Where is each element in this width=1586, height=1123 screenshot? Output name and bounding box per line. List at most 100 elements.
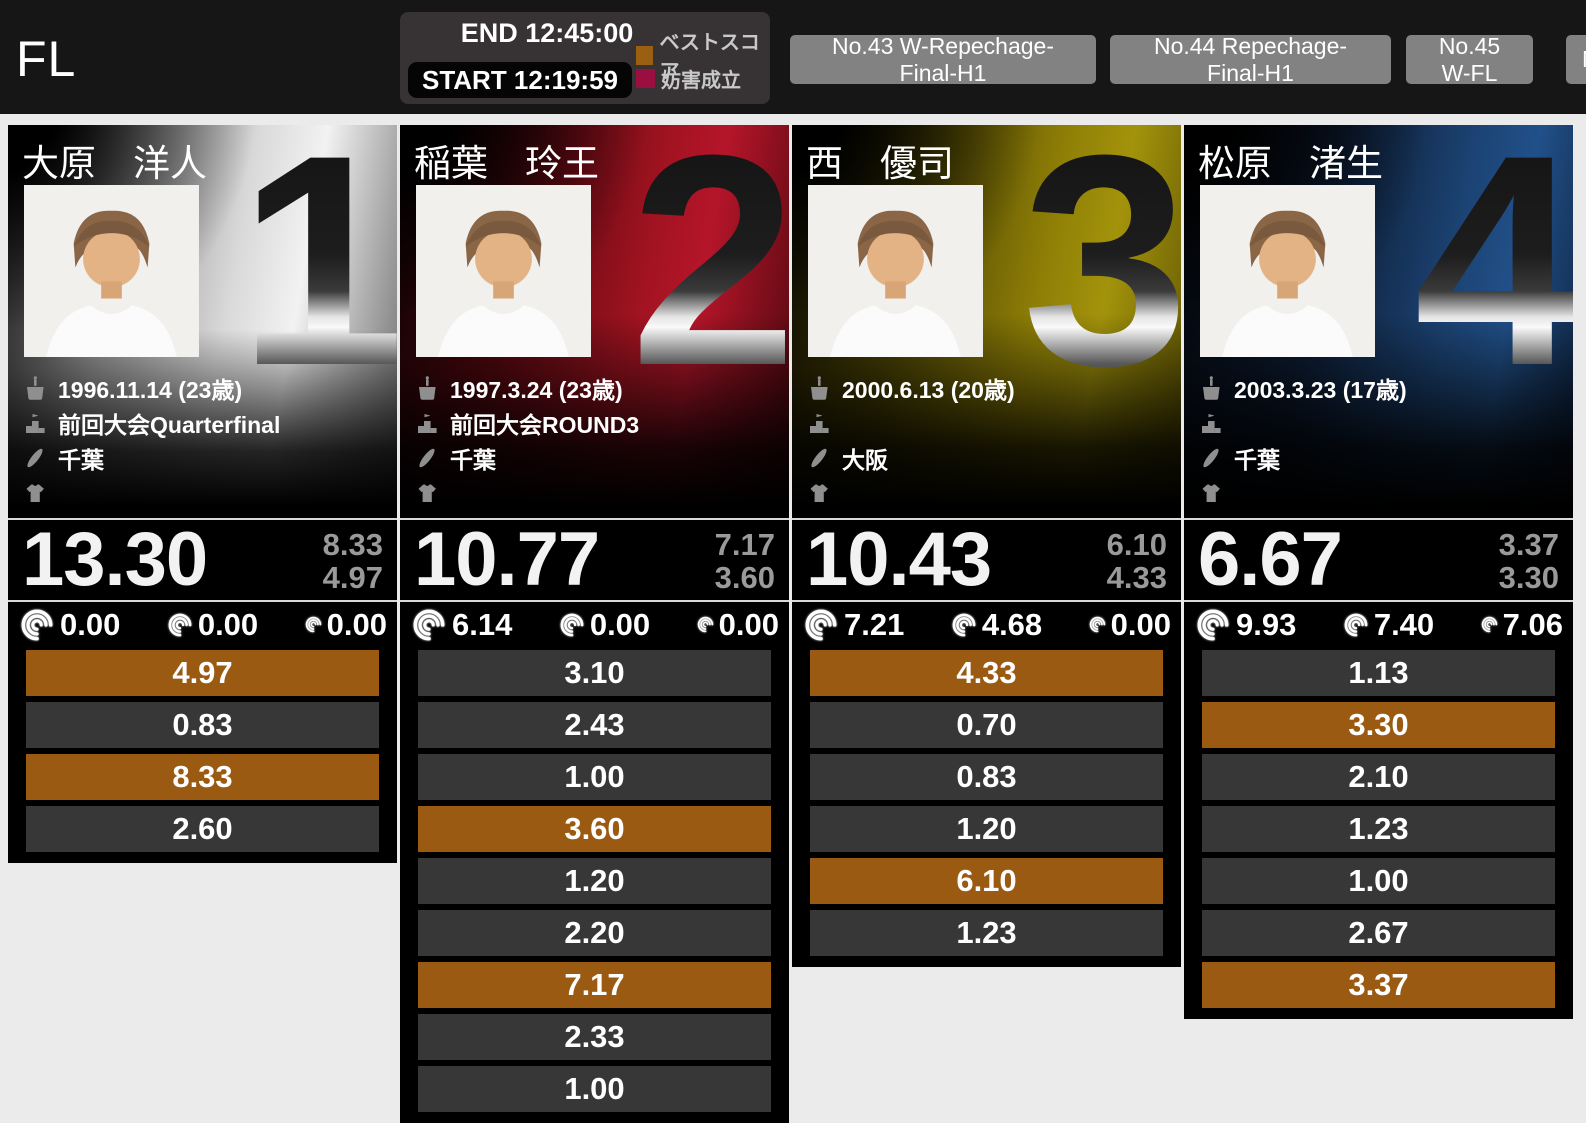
best-score-2: 4.97: [322, 560, 383, 595]
competitor-photo: [24, 185, 199, 357]
previous-result: 前回大会ROUND3: [450, 411, 640, 438]
wave-score-row: 1.00: [1202, 858, 1555, 904]
total-score: 13.30: [22, 517, 208, 602]
podium-icon: [806, 410, 832, 436]
birth-date: 1996.11.14 (23歳): [58, 376, 243, 403]
competitor-info: 2000.6.13 (20歳) 大阪: [806, 370, 1166, 510]
top-bar: FL END 12:45:00 START 12:19:59 ベストスコア 妨害…: [0, 0, 1586, 114]
surfboard-icon: [414, 445, 440, 471]
counter-value: 0.00: [326, 606, 387, 642]
competitor-name: 大原 洋人: [22, 143, 207, 184]
wave-icon: [166, 611, 194, 639]
surfboard-icon: [1198, 445, 1224, 471]
competitor-header: 3 西 優司 2000.6.13 (20歳) 大阪: [792, 125, 1181, 518]
rank-numeral: 4: [1414, 125, 1573, 410]
best-score-2: 4.33: [1106, 560, 1167, 595]
wave-score-list: 1.13 3.30 2.10 1.23 1.00 2.67 3.37: [1202, 650, 1555, 1008]
wave-score-list: 4.97 0.83 8.33 2.60: [26, 650, 379, 852]
total-score: 10.77: [414, 517, 600, 602]
cake-icon: [806, 375, 832, 401]
best-two-scores: 3.37 3.30: [1499, 526, 1559, 594]
wave-score-list: 4.33 0.70 0.83 1.20 6.10 1.23: [810, 650, 1163, 956]
rank-numeral: 2: [630, 125, 789, 410]
heat-nav-button-no44[interactable]: No.44 Repechage-Final-H1: [1110, 33, 1391, 86]
competitor-card-1: 1 大原 洋人 1996.11.14 (23歳) 前回大会Quarterfina…: [8, 125, 397, 863]
cake-icon: [22, 375, 48, 401]
best-score-2: 3.60: [714, 560, 775, 595]
birth-date: 2000.6.13 (20歳): [842, 376, 1015, 403]
best-score-1: 7.17: [714, 527, 775, 562]
wave-score-row: 0.83: [810, 754, 1163, 800]
heat-start-time: START 12:19:59: [408, 62, 632, 98]
rank-numeral: 3: [1022, 125, 1181, 410]
heat-time-panel: END 12:45:00 START 12:19:59 ベストスコア 妨害成立: [400, 12, 770, 104]
wave-icon: [304, 615, 323, 634]
heat-nav-button-no43[interactable]: No.43 W-Repechage-Final-H1: [790, 33, 1096, 86]
counter-value: 0.00: [589, 606, 651, 642]
wave-counters: 0.00 0.00 0.00: [8, 602, 397, 647]
cake-icon: [1198, 375, 1224, 401]
best-score-1: 8.33: [322, 527, 383, 562]
wave-score-row: 1.00: [418, 754, 771, 800]
wave-score-row: 1.23: [810, 910, 1163, 956]
region: 千葉: [58, 446, 104, 473]
counter-value: 7.40: [1373, 606, 1435, 642]
wave-score-row: 6.10: [810, 858, 1163, 904]
wave-score-row: 0.70: [810, 702, 1163, 748]
wave-score-row: 1.20: [418, 858, 771, 904]
wave-score-row: 2.60: [26, 806, 379, 852]
heat-title: FL: [16, 31, 77, 87]
shirt-icon: [414, 480, 440, 506]
region: 千葉: [450, 446, 496, 473]
heat-nav-button-next-partial[interactable]: N: [1566, 35, 1586, 84]
best-score-2: 3.30: [1498, 560, 1559, 595]
wave-counters: 9.93 7.40 7.06: [1184, 602, 1573, 647]
rank-numeral: 1: [238, 125, 397, 410]
score-legend: ベストスコア 妨害成立: [636, 12, 770, 104]
shirt-icon: [22, 480, 48, 506]
wave-score-row: 2.10: [1202, 754, 1555, 800]
wave-icon: [18, 606, 56, 644]
podium-icon: [22, 410, 48, 436]
heat-nav-button-no45[interactable]: No.45 W-FL: [1406, 33, 1533, 86]
best-score-swatch: [636, 45, 654, 65]
wave-score-row: 3.37: [1202, 962, 1555, 1008]
legend-best-score: ベストスコア: [636, 26, 770, 84]
wave-icon: [1088, 615, 1107, 634]
wave-score-row: 2.20: [418, 910, 771, 956]
wave-icon: [1194, 606, 1232, 644]
competitor-info: 2003.3.23 (17歳) 千葉: [1198, 370, 1558, 510]
competitor-card-3: 3 西 優司 2000.6.13 (20歳) 大阪 10.43 6.10 4.3…: [792, 125, 1181, 967]
shirt-icon: [806, 480, 832, 506]
wave-score-row: 1.20: [810, 806, 1163, 852]
counter-value: 7.06: [1502, 606, 1563, 642]
best-two-scores: 6.10 4.33: [1107, 526, 1167, 594]
wave-score-row: 1.00: [418, 1066, 771, 1112]
birth-date: 2003.3.23 (17歳): [1234, 376, 1407, 403]
counter-value: 0.00: [718, 606, 779, 642]
competitor-info: 1997.3.24 (23歳) 前回大会ROUND3 千葉: [414, 370, 774, 510]
birth-date: 1997.3.24 (23歳): [450, 376, 623, 403]
wave-score-row: 7.17: [418, 962, 771, 1008]
competitor-card-2: 2 稲葉 玲王 1997.3.24 (23歳) 前回大会ROUND3 千葉 10…: [400, 125, 789, 1123]
total-score: 10.43: [806, 517, 992, 602]
heat-end-time: END 12:45:00: [460, 18, 634, 48]
competitor-name: 松原 渚生: [1198, 143, 1383, 184]
competitor-header: 4 松原 渚生 2003.3.23 (17歳) 千葉: [1184, 125, 1573, 518]
counter-value: 7.21: [844, 606, 905, 642]
wave-score-row: 2.67: [1202, 910, 1555, 956]
counter-value: 0.00: [60, 606, 121, 642]
total-score: 6.67: [1198, 517, 1343, 602]
competitor-photo: [808, 185, 983, 357]
wave-score-row: 1.23: [1202, 806, 1555, 852]
interference-swatch: [636, 69, 655, 88]
wave-score-row: 3.10: [418, 650, 771, 696]
score-summary: 13.30 8.33 4.97: [8, 518, 397, 602]
legend-interference: 妨害成立: [636, 64, 741, 93]
best-score-1: 6.10: [1106, 527, 1167, 562]
wave-icon: [950, 611, 978, 639]
wave-score-row: 3.60: [418, 806, 771, 852]
best-two-scores: 8.33 4.97: [323, 526, 383, 594]
wave-score-row: 4.97: [26, 650, 379, 696]
surfboard-icon: [22, 445, 48, 471]
